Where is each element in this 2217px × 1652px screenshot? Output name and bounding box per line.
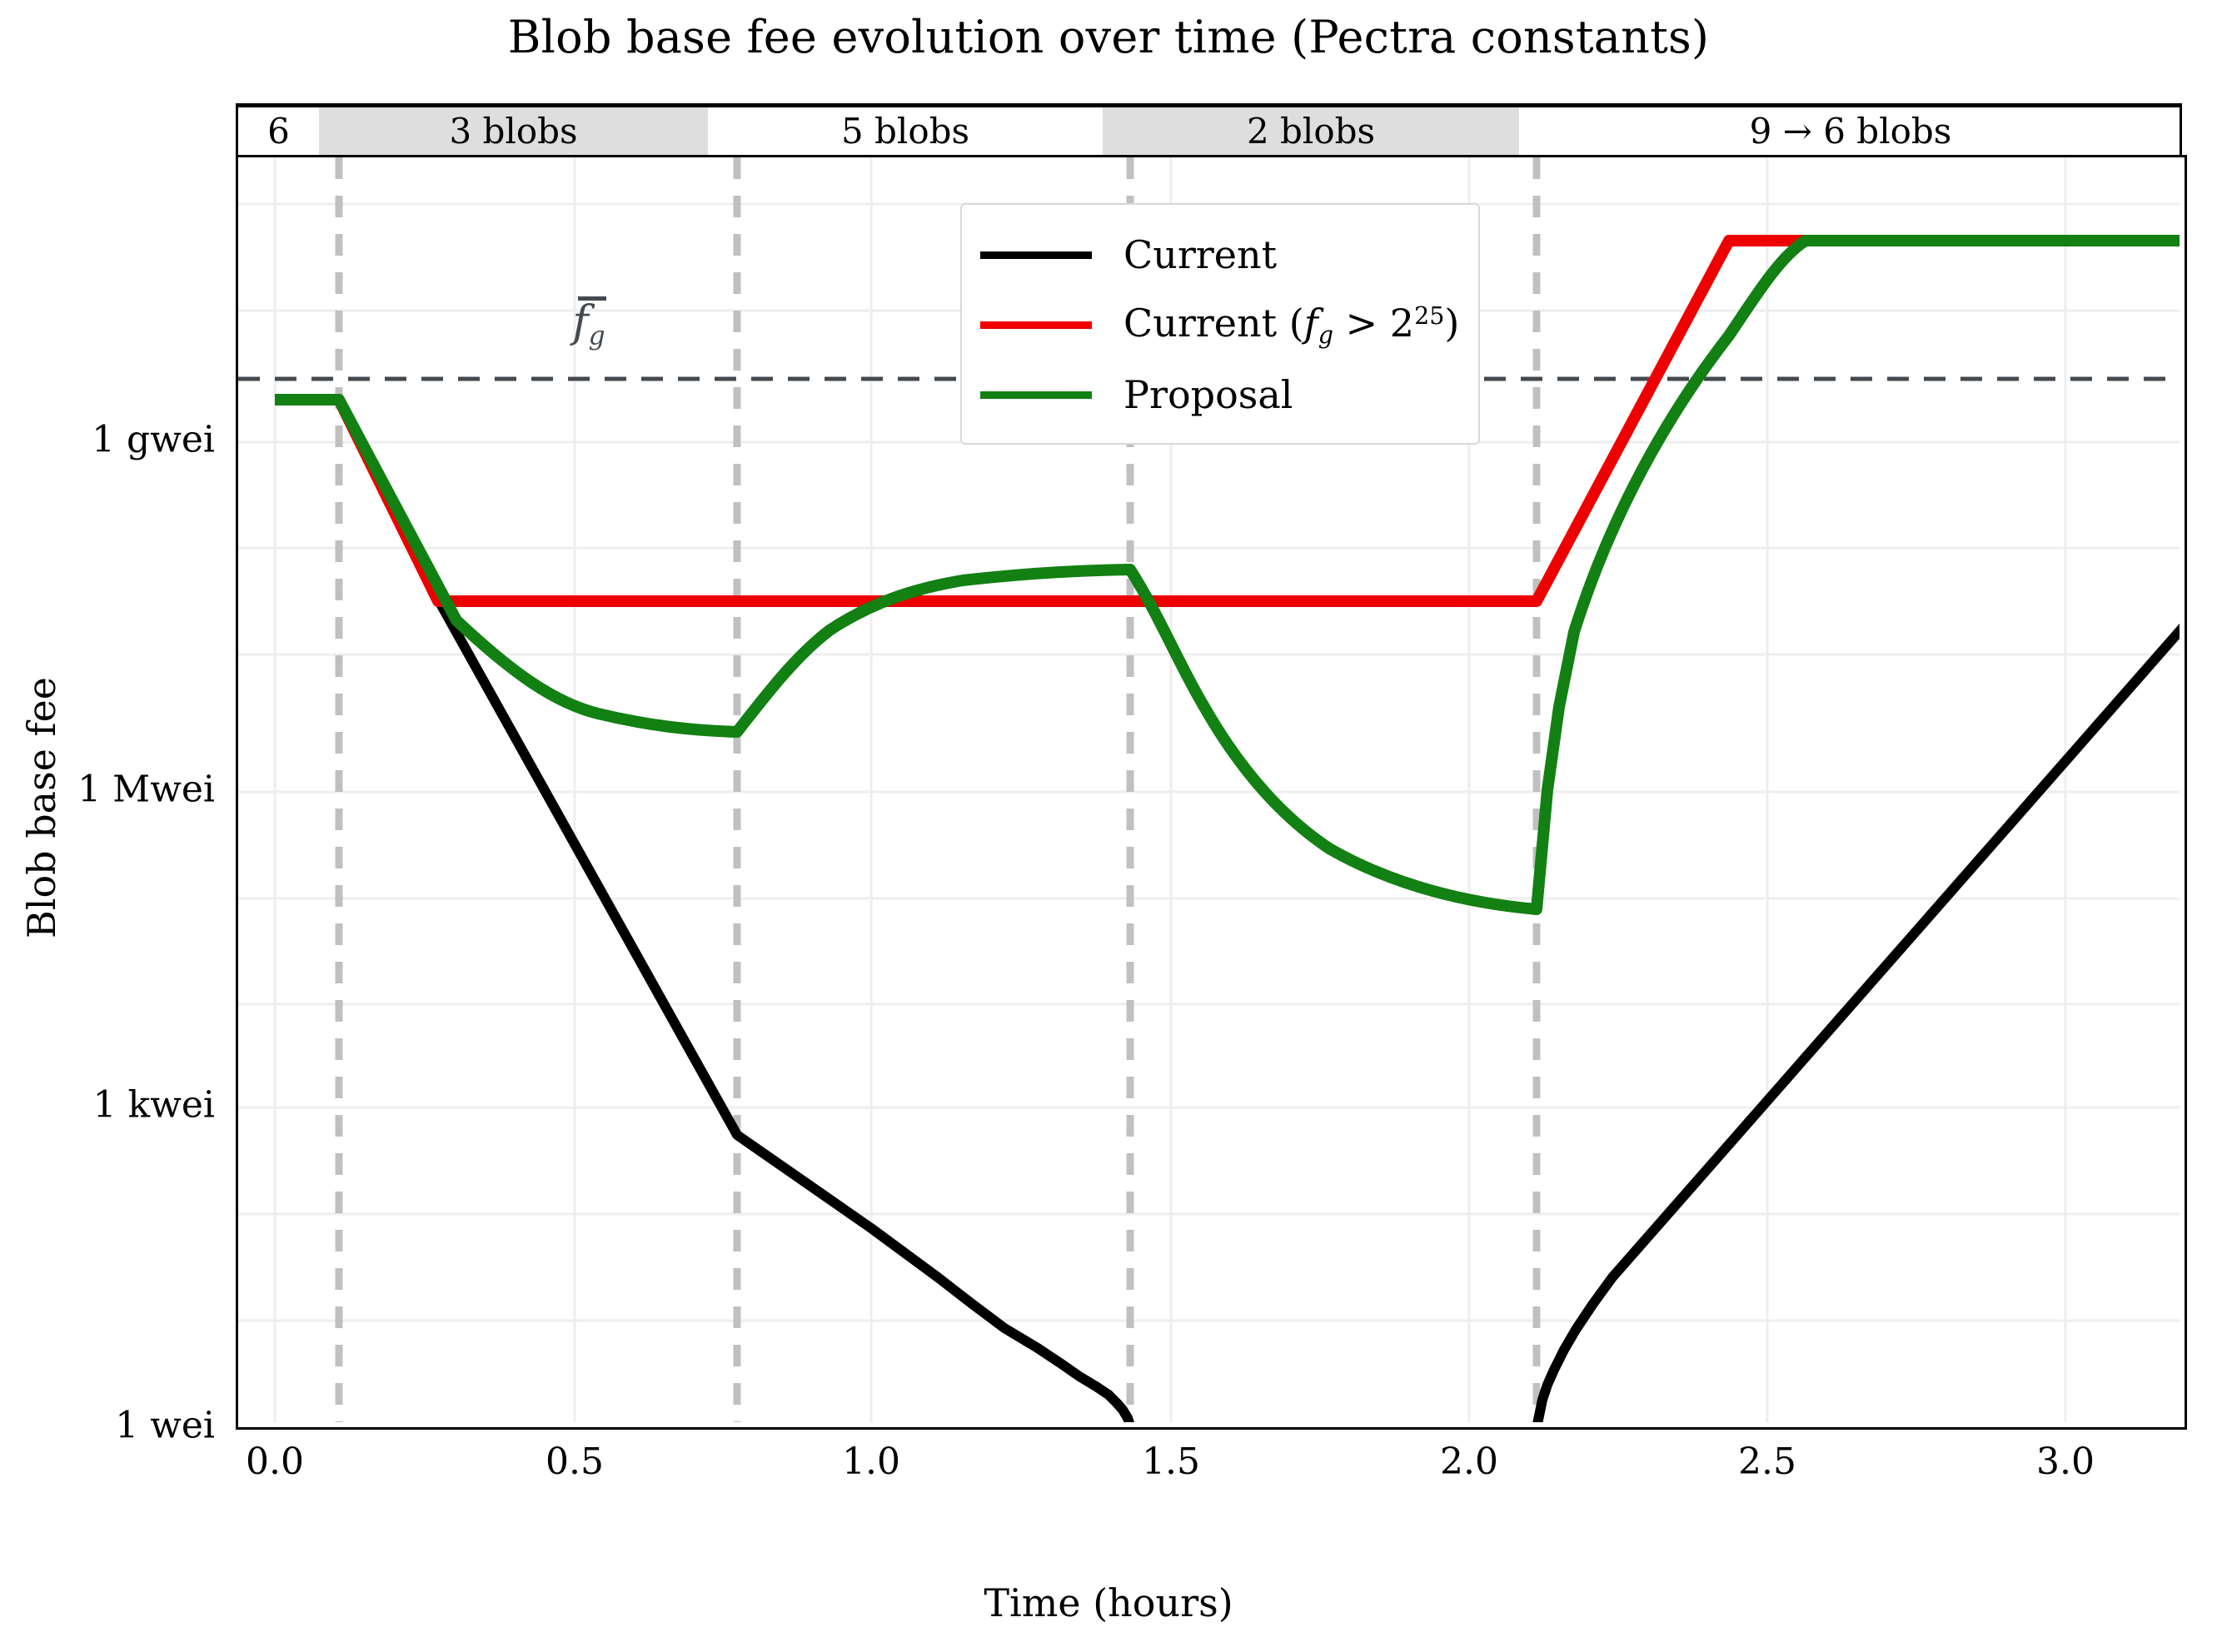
fbar-sub: g xyxy=(588,321,605,351)
legend-prefix: Current ( xyxy=(1123,301,1304,346)
legend-label-current-capped: Current (fg > 225) xyxy=(1123,301,1459,349)
legend-var: f xyxy=(1303,301,1318,346)
legend-subscript: g xyxy=(1318,321,1333,349)
legend-item-current-capped[interactable]: Current (fg > 225) xyxy=(980,290,1460,360)
y-tick-1-wei: 1 wei xyxy=(115,1404,215,1447)
x-tick-5: 2.5 xyxy=(1738,1441,1796,1483)
regime-cell-6: 6 xyxy=(238,107,319,155)
y-tick-1-kwei: 1 kwei xyxy=(92,1083,215,1127)
x-axis-label: Time (hours) xyxy=(984,1580,1233,1625)
gridlines-horizontal xyxy=(238,202,2180,1322)
legend-swatch-current-capped xyxy=(980,321,1092,329)
overline-bar xyxy=(578,296,606,301)
x-tick-4: 2.0 xyxy=(1440,1441,1498,1483)
regime-cell-2-blobs: 2 blobs xyxy=(1103,107,1519,155)
regime-label: 9 → 6 blobs xyxy=(1749,111,1952,152)
regime-cell-9-to-6-blobs: 9 → 6 blobs xyxy=(1519,107,2182,155)
legend-swatch-proposal xyxy=(980,391,1092,399)
regime-label: 6 xyxy=(267,111,290,152)
legend-suffix: ) xyxy=(1444,301,1460,346)
regime-label: 5 blobs xyxy=(840,111,970,152)
gridlines-vertical xyxy=(273,157,2067,1422)
regime-band: 6 3 blobs 5 blobs 2 blobs 9 → 6 blobs xyxy=(236,103,2182,155)
fbar-var: f xyxy=(572,297,589,347)
legend-label-current: Current xyxy=(1123,232,1278,277)
regime-label: 2 blobs xyxy=(1246,111,1376,152)
regime-cell-5-blobs: 5 blobs xyxy=(708,107,1103,155)
legend-operator: > 2 xyxy=(1333,301,1415,346)
fbar-g-text: fg xyxy=(572,297,605,349)
x-tick-3: 1.5 xyxy=(1142,1441,1200,1483)
y-axis-ticks: 1 gwei 1 Mwei 1 kwei 1 wei xyxy=(0,0,215,1652)
legend-label-proposal: Proposal xyxy=(1123,372,1293,417)
legend-item-current[interactable]: Current xyxy=(980,220,1460,290)
legend-item-proposal[interactable]: Proposal xyxy=(980,360,1460,430)
x-tick-1: 0.5 xyxy=(546,1441,604,1483)
x-tick-0: 0.0 xyxy=(246,1441,304,1483)
series-proposal-line xyxy=(275,235,2180,915)
x-tick-6: 3.0 xyxy=(2036,1441,2095,1483)
y-tick-1-mwei: 1 Mwei xyxy=(77,768,215,811)
y-axis-label: Blob base fee xyxy=(19,676,64,939)
regime-label: 3 blobs xyxy=(449,111,578,152)
legend-swatch-current xyxy=(980,251,1092,259)
regime-cell-3-blobs: 3 blobs xyxy=(319,107,708,155)
legend-exponent: 25 xyxy=(1414,302,1445,331)
fbar-g-annotation: fg xyxy=(571,296,606,349)
chart-title: Blob base fee evolution over time (Pectr… xyxy=(507,11,1710,63)
y-tick-1-gwei: 1 gwei xyxy=(92,418,215,461)
chart-legend[interactable]: Current Current (fg > 225) Proposal xyxy=(960,203,1480,445)
series-current-line xyxy=(275,395,2180,1422)
x-tick-2: 1.0 xyxy=(842,1441,900,1483)
